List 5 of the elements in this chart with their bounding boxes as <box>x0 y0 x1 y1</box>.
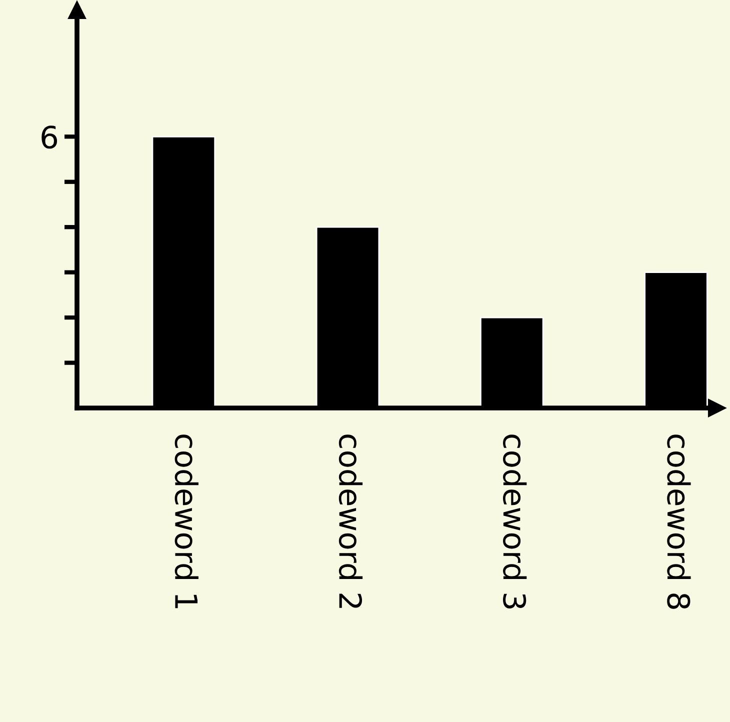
x-tick-label: codeword 8 <box>667 434 691 609</box>
x-tick-label: codeword 3 <box>503 434 527 608</box>
y-tick-label: 6 <box>42 126 58 149</box>
x-tick-label: codeword 2 <box>338 434 363 608</box>
x-tick-label: codeword 1 <box>174 434 198 608</box>
